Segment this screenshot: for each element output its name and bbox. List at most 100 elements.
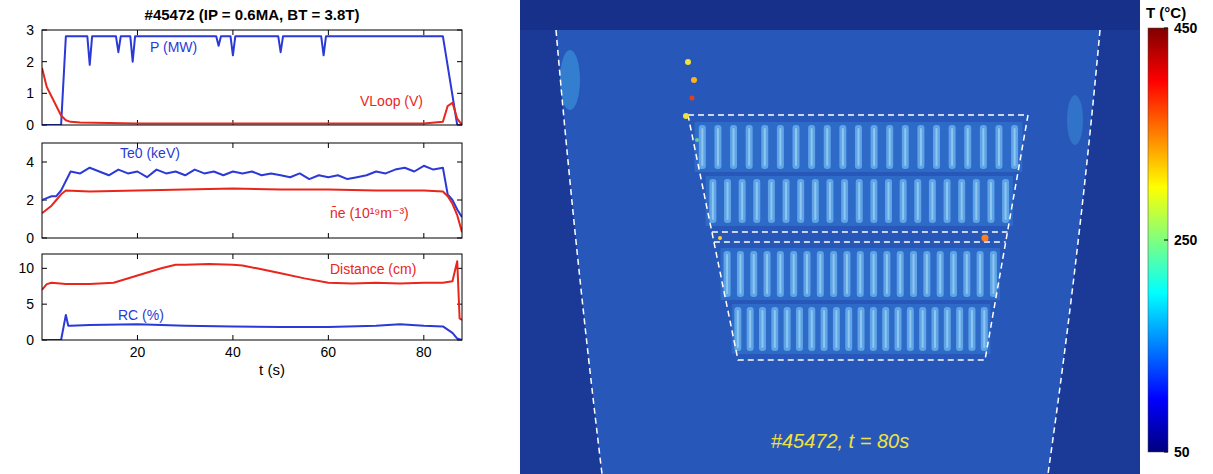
tile-slot [907, 307, 914, 351]
tile-slot-highlight [749, 310, 751, 348]
y-tick-label: 0 [26, 230, 34, 246]
tile-slot [796, 307, 803, 351]
tile-slot-highlight [842, 128, 844, 166]
x-tick [423, 233, 424, 238]
tile-slot [886, 125, 893, 169]
outline [1048, 30, 1100, 474]
tile-slot [871, 125, 878, 169]
tile-slot-highlight [811, 128, 813, 166]
image-label: #45472, t = 80s [771, 430, 909, 452]
tile-slot-highlight [823, 310, 825, 348]
tile-slot-highlight [873, 182, 875, 220]
y-tick [42, 304, 47, 305]
tile-slot [764, 251, 771, 297]
tile-slot-highlight [897, 310, 899, 348]
x-tick [232, 254, 233, 259]
plot-area [42, 166, 462, 233]
plot-area [42, 261, 462, 340]
tile-slot-highlight [946, 310, 948, 348]
series-line [42, 36, 462, 125]
frame [42, 30, 462, 125]
tile-slot [870, 307, 877, 351]
x-tick [423, 254, 424, 259]
series-label: Te0 (keV) [120, 145, 180, 161]
tile-slot [830, 251, 837, 297]
tile-slot [790, 251, 797, 297]
tile-slot [883, 251, 890, 297]
tile-slot-highlight [889, 128, 891, 166]
tile-slot [968, 307, 975, 351]
tile-slot-highlight [952, 254, 954, 294]
tile-slot-highlight [873, 128, 875, 166]
tile-slot-highlight [712, 182, 714, 220]
tile-slot [981, 307, 988, 351]
tile-slot-highlight [886, 254, 888, 294]
tile-slot [824, 125, 831, 169]
tile-slot-highlight [951, 128, 953, 166]
tile-slot-highlight [1005, 182, 1007, 220]
tile-slot [739, 179, 746, 223]
tile-slot [870, 179, 877, 223]
tile-row [706, 176, 1013, 226]
tile-slot-highlight [979, 254, 981, 294]
tile-slot [833, 307, 840, 351]
x-tick [328, 30, 329, 35]
tile-slot [746, 125, 753, 169]
tile-slot-highlight [934, 310, 936, 348]
tile-slot [750, 251, 757, 297]
tile-slot [812, 179, 819, 223]
colorbar [1148, 28, 1168, 452]
hot-spot [982, 235, 989, 242]
tile-slot [923, 251, 930, 297]
tile-slot-highlight [726, 254, 728, 294]
tile-slot-highlight [939, 254, 941, 294]
hot-spot [690, 96, 695, 101]
tile-slot [857, 251, 864, 297]
tile-slot [753, 179, 760, 223]
tile-slot [900, 179, 907, 223]
tile-slot-highlight [983, 310, 985, 348]
tile-slot [797, 179, 804, 223]
tile-row [695, 122, 1023, 172]
hot-spot [695, 138, 699, 142]
tile-slot-highlight [833, 254, 835, 294]
series-label: Distance (cm) [330, 261, 416, 277]
panel: 0123P (MW)VLoop (V)#45472 (IP = 0.6MA, B… [26, 6, 462, 133]
y-tick [457, 61, 462, 62]
tile-slot [956, 307, 963, 351]
tile-slot-highlight [982, 128, 984, 166]
tile-slot-highlight [766, 254, 768, 294]
tile-slot-highlight [779, 128, 781, 166]
x-tick [232, 335, 233, 340]
ir-image [520, 0, 1140, 474]
x-tick-label: 80 [416, 344, 432, 360]
tile-slot [1011, 125, 1018, 169]
tile-slot [783, 179, 790, 223]
tile-slot [964, 125, 971, 169]
y-tick [457, 200, 462, 201]
tile-slot-highlight [737, 310, 739, 348]
tile-slot-highlight [811, 310, 813, 348]
tile-slot [980, 125, 987, 169]
tile-slot-highlight [753, 254, 755, 294]
tile-slot [714, 125, 721, 169]
tile-slot-highlight [959, 310, 961, 348]
tile-slot-highlight [786, 310, 788, 348]
y-tick [42, 61, 47, 62]
y-tick [42, 93, 47, 94]
tile-slot-highlight [888, 182, 890, 220]
tile-slot [826, 179, 833, 223]
colorbar-tick-label: 50 [1174, 444, 1190, 460]
hot-spot [718, 236, 722, 240]
tile-slot-highlight [774, 310, 776, 348]
image-top [520, 0, 1140, 30]
colorbar-tick-label: 250 [1174, 232, 1198, 248]
tile-slot-highlight [844, 182, 846, 220]
tile-slot [856, 179, 863, 223]
y-tick-label: 1 [26, 85, 34, 101]
tile-slot [747, 307, 754, 351]
tile-slot [963, 251, 970, 297]
tile-slot-highlight [926, 254, 928, 294]
series-label: n̄e (10¹⁹m⁻³) [330, 205, 409, 221]
tile-slot [987, 179, 994, 223]
